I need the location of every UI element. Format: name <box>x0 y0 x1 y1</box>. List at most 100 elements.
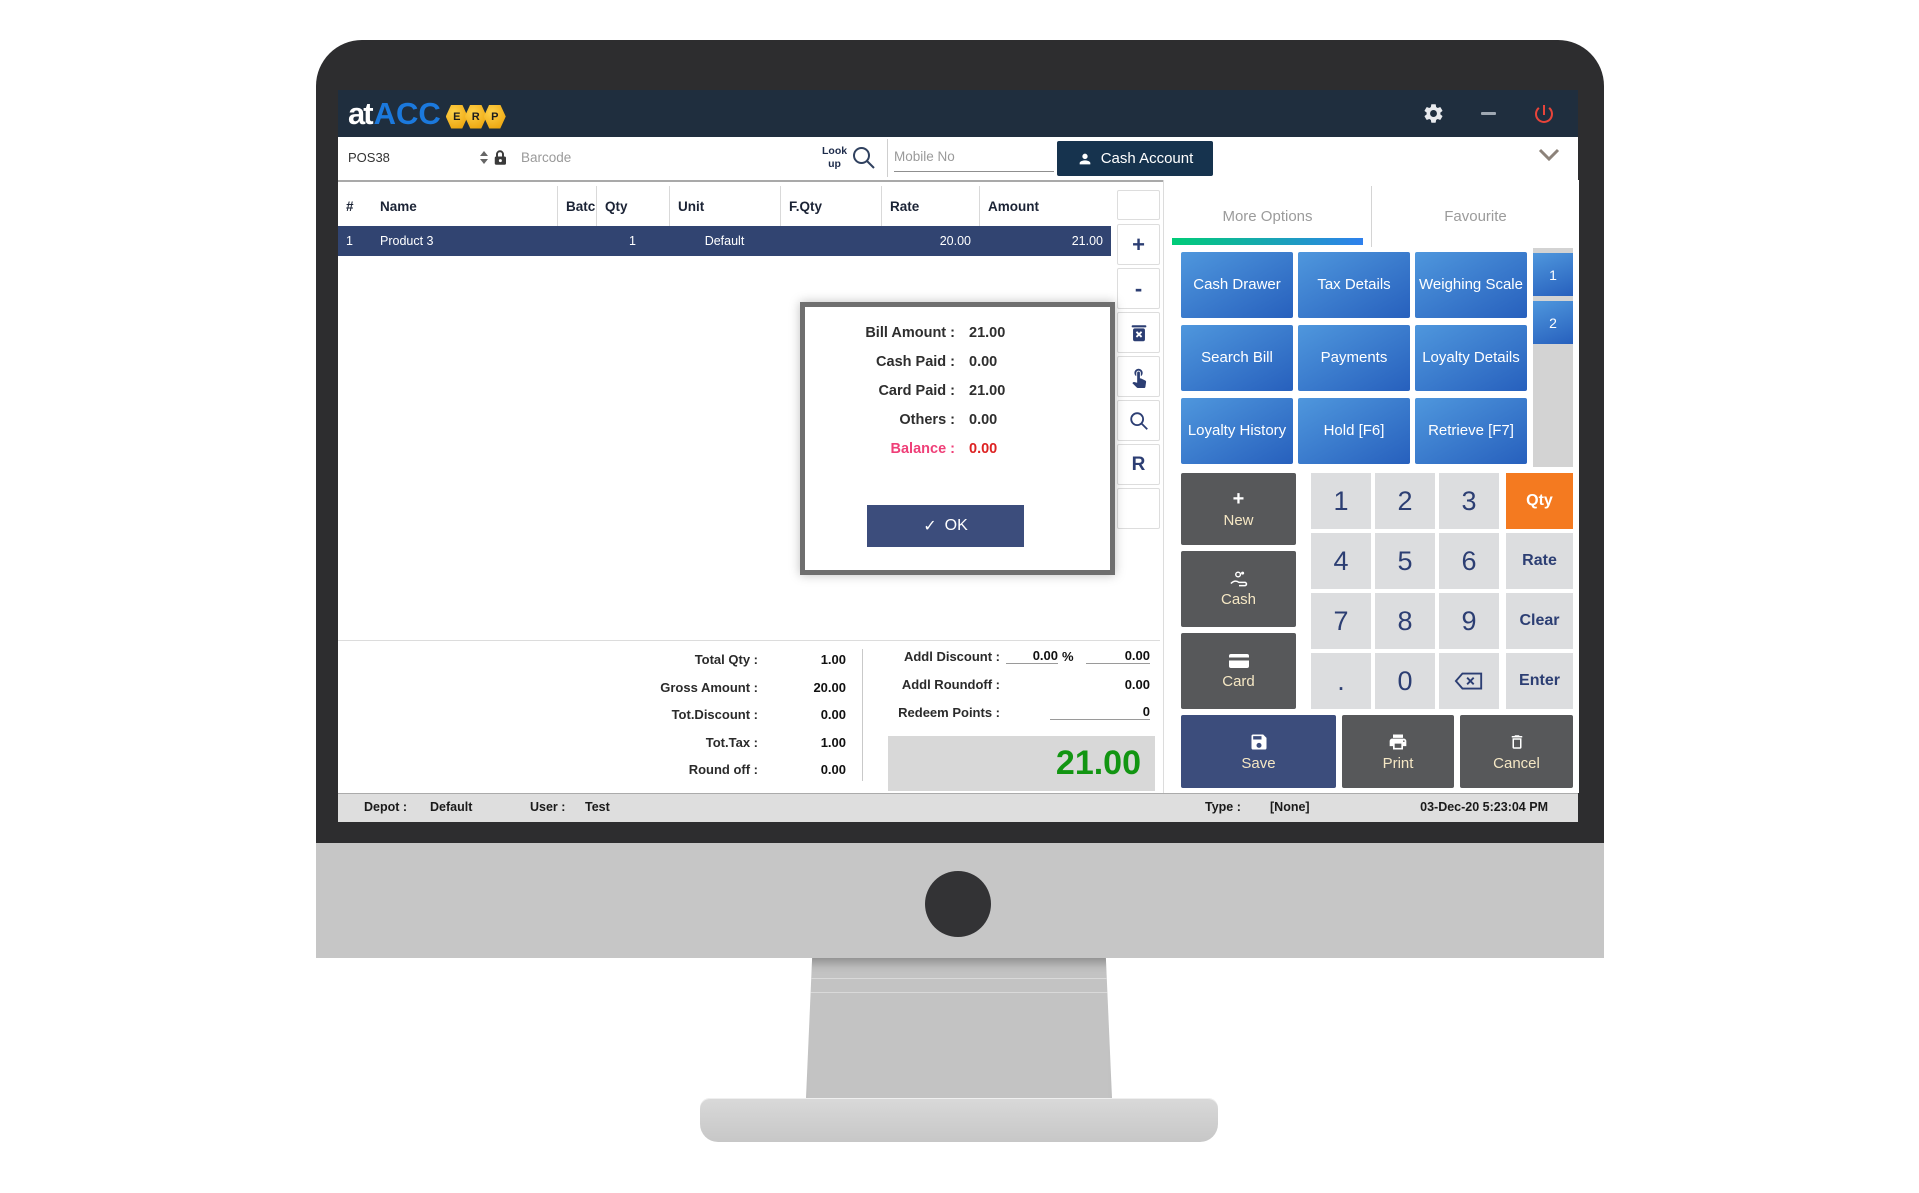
search-bill-button[interactable]: Search Bill <box>1181 325 1293 391</box>
check-icon: ✓ <box>923 518 937 535</box>
key-0[interactable]: 0 <box>1375 653 1435 709</box>
col-header-num: # <box>346 198 354 214</box>
ok-button[interactable]: ✓ OK <box>867 505 1024 547</box>
quick-actions-grid: Cash Drawer Tax Details Weighing Scale S… <box>1181 252 1527 464</box>
redeem-points-input[interactable]: 0 <box>1050 704 1150 720</box>
others-value: 0.00 <box>969 412 998 428</box>
addl-discount-amt-input[interactable]: 0.00 <box>1086 648 1150 664</box>
loyalty-details-button[interactable]: Loyalty Details <box>1415 325 1527 391</box>
col-header-amount: Amount <box>979 186 1111 226</box>
settings-gear-icon[interactable] <box>1422 102 1445 125</box>
key-decimal[interactable]: . <box>1311 653 1371 709</box>
cell-name: Product 3 <box>380 234 434 248</box>
addl-discount-pct-input[interactable]: 0.00 <box>1006 648 1058 664</box>
search-row-button[interactable] <box>1117 400 1160 441</box>
key-3[interactable]: 3 <box>1439 473 1499 529</box>
rate-mode-button[interactable]: Rate <box>1506 533 1573 589</box>
key-9[interactable]: 9 <box>1439 593 1499 649</box>
save-label: Save <box>1241 754 1276 772</box>
datetime-value: 03-Dec-20 5:23:04 PM <box>1420 800 1548 814</box>
cash-drawer-button[interactable]: Cash Drawer <box>1181 252 1293 318</box>
new-button[interactable]: + New <box>1181 473 1296 545</box>
power-icon[interactable] <box>1532 102 1556 126</box>
person-icon <box>1077 151 1093 167</box>
barcode-lock-control[interactable] <box>480 137 509 178</box>
hold-button[interactable]: Hold [F6] <box>1298 398 1410 464</box>
weighing-scale-button[interactable]: Weighing Scale <box>1415 252 1527 318</box>
key-7[interactable]: 7 <box>1311 593 1371 649</box>
new-label: New <box>1223 512 1254 529</box>
cash-paid-label: Cash Paid : <box>876 354 955 370</box>
key-5[interactable]: 5 <box>1375 533 1435 589</box>
total-qty-label: Total Qty : <box>694 651 758 667</box>
right-panel: More Options Favourite Cash Drawer Tax D… <box>1163 180 1579 793</box>
floppy-save-icon <box>1249 732 1269 752</box>
cash-button[interactable]: Cash <box>1181 551 1296 627</box>
minimize-icon[interactable] <box>1481 112 1496 115</box>
gross-amount-value: 20.00 <box>813 679 846 695</box>
pager-page-2[interactable]: 2 <box>1533 301 1573 344</box>
tot-discount-value: 0.00 <box>820 706 846 722</box>
statusbar: Depot : Default User : Test Type : [None… <box>338 793 1578 822</box>
key-6[interactable]: 6 <box>1439 533 1499 589</box>
panel-tabs: More Options Favourite <box>1164 186 1579 247</box>
save-button[interactable]: Save <box>1181 715 1336 788</box>
print-button[interactable]: Print <box>1342 715 1454 788</box>
key-8[interactable]: 8 <box>1375 593 1435 649</box>
card-paid-value: 21.00 <box>969 383 1006 399</box>
cash-paid-value: 0.00 <box>969 354 998 370</box>
pager-page-1[interactable]: 1 <box>1533 253 1573 296</box>
card-paid-label: Card Paid : <box>878 383 955 399</box>
pos-app-window: at ACC E R P POS38 <box>338 90 1579 822</box>
tot-discount-label: Tot.Discount : <box>671 706 758 722</box>
retrieve-button[interactable]: Retrieve [F7] <box>1415 398 1527 464</box>
lookup-button[interactable]: Look up <box>822 137 879 178</box>
trash-icon <box>1508 732 1526 752</box>
redeem-points-label: Redeem Points : <box>898 705 1000 720</box>
clear-button[interactable]: Clear <box>1506 593 1573 649</box>
touch-select-button[interactable] <box>1117 356 1160 397</box>
bill-amount-value: 21.00 <box>969 325 1006 341</box>
key-backspace[interactable] <box>1439 653 1499 709</box>
monitor-stand-neck <box>806 958 1112 1098</box>
col-header-unit: Unit <box>669 186 780 226</box>
cash-account-button[interactable]: Cash Account <box>1057 141 1213 176</box>
cancel-label: Cancel <box>1493 754 1540 772</box>
delete-row-button[interactable] <box>1117 312 1160 353</box>
mobile-number-input[interactable]: Mobile No <box>894 141 1054 172</box>
enter-button[interactable]: Enter <box>1506 653 1573 709</box>
cash-account-label: Cash Account <box>1100 150 1194 167</box>
payments-button[interactable]: Payments <box>1298 325 1410 391</box>
app-logo: at ACC E R P <box>348 96 506 132</box>
decrease-row-button[interactable]: - <box>1117 268 1160 309</box>
add-row-button[interactable]: + <box>1117 224 1160 265</box>
type-label: Type : <box>1205 800 1241 814</box>
numpad-bottom-row: Save Print Cancel <box>1181 715 1573 788</box>
col-header-rate: Rate <box>881 186 979 226</box>
loyalty-history-button[interactable]: Loyalty History <box>1181 398 1293 464</box>
tot-tax-value: 1.00 <box>820 734 846 750</box>
table-row[interactable]: 1 Product 3 1 Default 20.00 21.00 <box>338 226 1111 256</box>
cell-unit: Default <box>704 234 745 248</box>
totals-section: Total Qty : 1.00 Gross Amount : 20.00 Tot.… <box>338 640 1160 794</box>
card-button[interactable]: Card <box>1181 633 1296 709</box>
chevron-down-icon[interactable] <box>1534 145 1564 165</box>
hand-cash-icon <box>1228 570 1250 588</box>
tab-favourite[interactable]: Favourite <box>1371 186 1579 247</box>
toolbar: POS38 Barcode Look up Mobile No <box>338 137 1578 182</box>
monitor-logo-dot <box>925 871 991 937</box>
key-4[interactable]: 4 <box>1311 533 1371 589</box>
depot-value: Default <box>430 800 473 814</box>
barcode-input[interactable]: Barcode <box>521 150 572 165</box>
cancel-button[interactable]: Cancel <box>1460 715 1573 788</box>
user-value: Test <box>585 800 610 814</box>
qty-mode-button[interactable]: Qty <box>1506 473 1573 529</box>
spinner-arrows-icon[interactable] <box>480 151 488 164</box>
card-icon <box>1227 652 1251 670</box>
rate-toggle-button[interactable]: R <box>1117 444 1160 485</box>
tab-more-options[interactable]: More Options <box>1164 186 1371 247</box>
tax-details-button[interactable]: Tax Details <box>1298 252 1410 318</box>
key-1[interactable]: 1 <box>1311 473 1371 529</box>
key-2[interactable]: 2 <box>1375 473 1435 529</box>
